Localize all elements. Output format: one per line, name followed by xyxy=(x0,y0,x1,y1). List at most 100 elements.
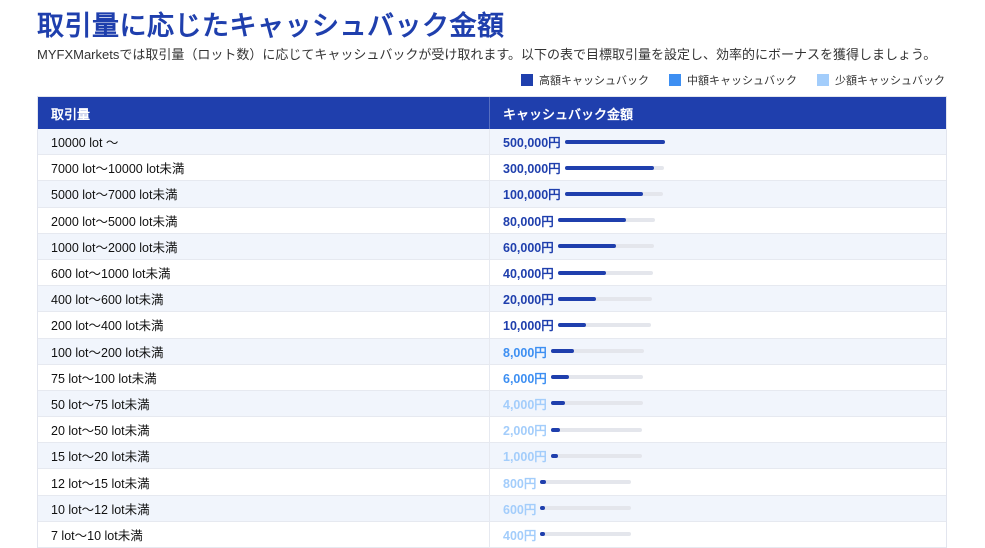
legend-label-high: 高額キャッシュバック xyxy=(539,75,649,87)
volume-cell: 50 lot～75 lot未満 xyxy=(38,390,490,417)
page-title: 取引量に応じたキャッシュバック金額 xyxy=(37,11,505,41)
amount-cell: 500,000円 xyxy=(490,129,946,154)
volume-cell: 100 lot～200 lot未満 xyxy=(38,338,490,364)
table-row: 10 lot～12 lot未満 600円 xyxy=(38,495,946,522)
cashback-amount: 6,000円 xyxy=(503,371,547,386)
amount-bar-fill xyxy=(557,296,596,301)
cashback-amount: 400円 xyxy=(503,528,537,543)
amount-bar-fill xyxy=(564,139,665,144)
table-row: 50 lot～75 lot未満 4,000円 xyxy=(38,390,946,418)
amount-bar-fill xyxy=(540,480,547,485)
amount-cell: 800円 xyxy=(490,469,946,494)
amount-cell: 10,000円 xyxy=(490,312,946,337)
table-row: 5000 lot～7000 lot未満 100,000円 xyxy=(38,181,946,208)
cashback-amount: 800円 xyxy=(503,476,537,491)
amount-bar-track xyxy=(564,191,663,196)
amount-cell: 400円 xyxy=(490,522,946,547)
cashback-amount: 8,000円 xyxy=(503,345,547,360)
table-row: 1000 lot～2000 lot未満 60,000円 xyxy=(38,233,946,260)
legend-swatch-low xyxy=(817,74,829,86)
amount-bar-fill xyxy=(550,375,569,380)
amount-bar-track xyxy=(557,270,653,275)
volume-cell: 10000 lot ～ xyxy=(38,129,490,155)
amount-cell: 40,000円 xyxy=(490,260,946,285)
volume-cell: 1000 lot～2000 lot未満 xyxy=(38,233,490,259)
amount-cell: 300,000円 xyxy=(490,155,946,180)
volume-cell: 400 lot～600 lot未満 xyxy=(38,286,490,312)
volume-cell: 5000 lot～7000 lot未満 xyxy=(38,181,490,207)
amount-bar-track xyxy=(550,453,642,458)
amount-cell: 2,000円 xyxy=(490,417,946,442)
amount-bar-fill xyxy=(540,532,546,537)
table-row: 12 lot～15 lot未満 800円 xyxy=(38,469,946,496)
amount-bar-track xyxy=(564,139,665,144)
amount-bar-fill xyxy=(557,322,586,327)
table-row: 20 lot～50 lot未満 2,000円 xyxy=(38,417,946,444)
amount-bar-track xyxy=(550,349,644,354)
table-row: 7 lot～10 lot未満 400円 xyxy=(38,521,946,548)
column-header-volume: 取引量 xyxy=(38,97,490,129)
amount-bar-fill xyxy=(550,349,574,354)
cashback-amount: 1,000円 xyxy=(503,450,547,465)
amount-bar-track xyxy=(540,506,632,511)
amount-cell: 60,000円 xyxy=(490,234,946,259)
amount-bar-track xyxy=(557,218,655,223)
cashback-amount: 300,000円 xyxy=(503,162,561,177)
cashback-amount: 60,000円 xyxy=(503,240,554,255)
legend-swatch-mid xyxy=(669,74,681,86)
amount-bar-fill xyxy=(550,427,560,432)
table-row: 200 lot～400 lot未満 10,000円 xyxy=(38,312,946,339)
legend-item-low: 少額キャッシュバック xyxy=(817,72,945,88)
amount-cell: 20,000円 xyxy=(490,286,946,311)
legend-swatch-high xyxy=(521,74,533,86)
volume-cell: 2000 lot～5000 lot未満 xyxy=(38,207,490,233)
amount-bar-fill xyxy=(557,244,616,249)
amount-bar-track xyxy=(564,165,664,170)
table-row: 600 lot～1000 lot未満 40,000円 xyxy=(38,259,946,287)
amount-bar-track xyxy=(540,532,632,537)
volume-cell: 600 lot～1000 lot未満 xyxy=(38,259,490,286)
amount-bar-fill xyxy=(564,165,654,170)
cashback-amount: 100,000円 xyxy=(503,188,561,203)
table-row: 400 lot～600 lot未満 20,000円 xyxy=(38,286,946,313)
table-row: 15 lot～20 lot未満 1,000円 xyxy=(38,443,946,470)
table-header: 取引量 キャッシュバック金額 xyxy=(38,97,946,129)
amount-cell: 600円 xyxy=(490,496,946,521)
legend-label-mid: 中額キャッシュバック xyxy=(687,75,797,87)
volume-cell: 10 lot～12 lot未満 xyxy=(38,495,490,521)
column-header-amount: キャッシュバック金額 xyxy=(503,106,634,122)
amount-cell: 6,000円 xyxy=(490,365,946,390)
amount-bar-track xyxy=(557,322,651,327)
cashback-amount: 4,000円 xyxy=(503,397,547,412)
amount-bar-fill xyxy=(550,453,558,458)
table-body: 10000 lot ～ 500,000円 7000 lot～10000 lot未満 3… xyxy=(38,129,946,548)
legend: 高額キャッシュバック 中額キャッシュバック 少額キャッシュバック xyxy=(521,72,945,88)
volume-cell: 12 lot～15 lot未満 xyxy=(38,469,490,495)
amount-bar-track xyxy=(540,480,632,485)
amount-cell: 8,000円 xyxy=(490,339,946,364)
amount-bar-fill xyxy=(557,218,626,223)
cashback-amount: 600円 xyxy=(503,502,537,517)
table-row: 2000 lot～5000 lot未満 80,000円 xyxy=(38,207,946,234)
volume-cell: 7000 lot～10000 lot未満 xyxy=(38,155,490,181)
amount-bar-fill xyxy=(557,270,606,275)
amount-cell: 1,000円 xyxy=(490,443,946,468)
cashback-amount: 10,000円 xyxy=(503,319,554,334)
legend-item-high: 高額キャッシュバック xyxy=(521,72,649,88)
legend-item-mid: 中額キャッシュバック xyxy=(669,72,797,88)
amount-bar-track xyxy=(550,375,643,380)
cashback-amount: 500,000円 xyxy=(503,136,561,151)
cashback-amount: 40,000円 xyxy=(503,267,554,282)
amount-bar-fill xyxy=(540,506,546,511)
amount-bar-track xyxy=(557,244,654,249)
cashback-amount: 80,000円 xyxy=(503,214,554,229)
amount-bar-track xyxy=(550,427,642,432)
table-row: 75 lot～100 lot未満 6,000円 xyxy=(38,364,946,391)
amount-cell: 100,000円 xyxy=(490,181,946,206)
volume-cell: 15 lot～20 lot未満 xyxy=(38,443,490,469)
amount-bar-track xyxy=(557,296,652,301)
amount-bar-fill xyxy=(550,401,565,406)
amount-cell: 4,000円 xyxy=(490,391,946,416)
cashback-amount: 2,000円 xyxy=(503,424,547,439)
page-subtitle: MYFXMarketsでは取引量（ロット数）に応じてキャッシュバックが受け取れま… xyxy=(37,47,937,62)
